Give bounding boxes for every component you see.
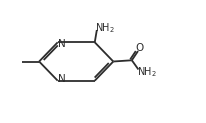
Text: O: O: [136, 43, 144, 53]
Text: NH$_2$: NH$_2$: [95, 21, 115, 35]
Text: NH$_2$: NH$_2$: [137, 65, 157, 79]
Text: N: N: [57, 38, 65, 49]
Text: N: N: [57, 74, 65, 85]
